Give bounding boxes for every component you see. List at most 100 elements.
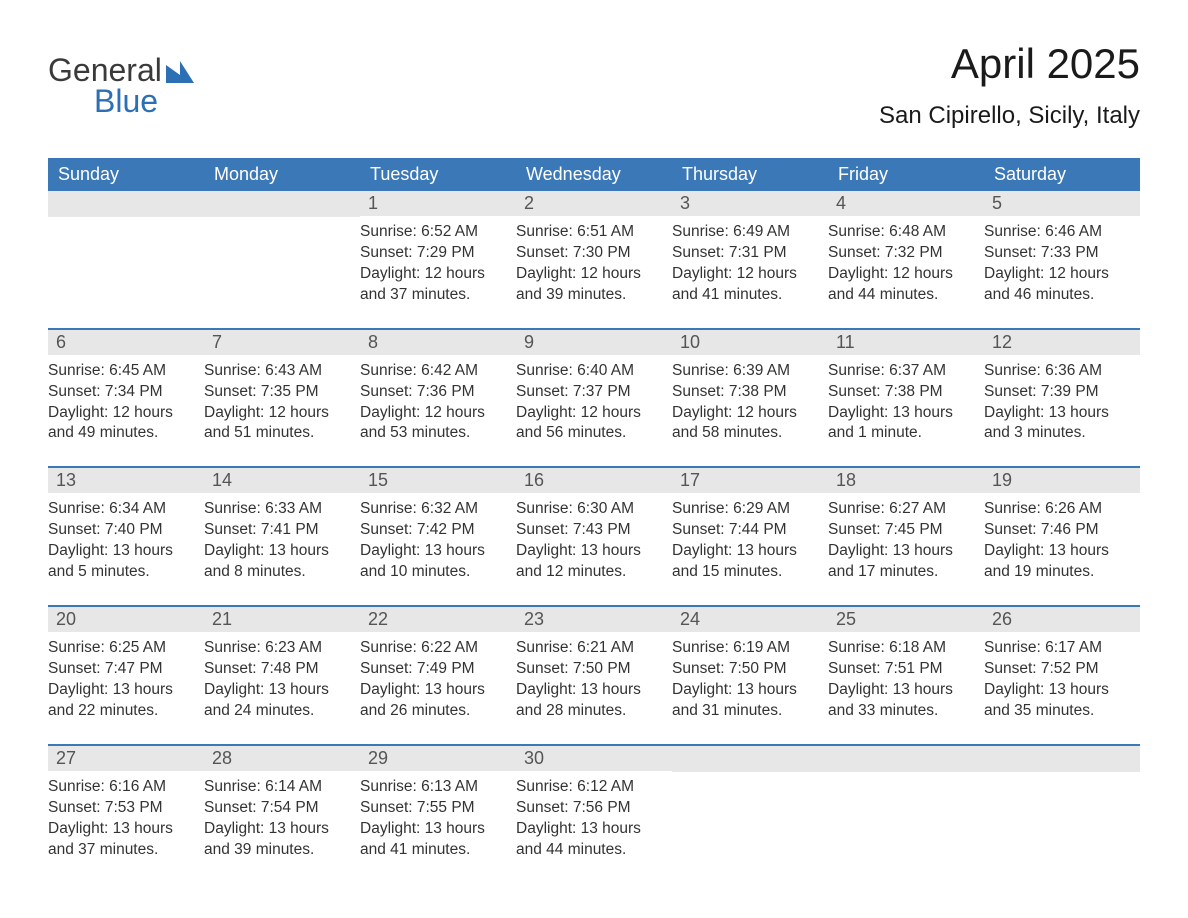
sunrise-line: Sunrise: 6:16 AM — [48, 777, 196, 798]
flag-icon — [166, 61, 194, 83]
daylight-line-2: and 19 minutes. — [984, 562, 1132, 583]
dow-cell: Saturday — [984, 158, 1140, 191]
day-details: Sunrise: 6:30 AMSunset: 7:43 PMDaylight:… — [516, 493, 672, 583]
day-number: 17 — [672, 468, 828, 493]
day-number: 1 — [360, 191, 516, 216]
day-number: 13 — [48, 468, 204, 493]
sunset-line: Sunset: 7:34 PM — [48, 382, 196, 403]
day-details: Sunrise: 6:51 AMSunset: 7:30 PMDaylight:… — [516, 216, 672, 306]
day-cell: 18Sunrise: 6:27 AMSunset: 7:45 PMDayligh… — [828, 468, 984, 583]
sunset-line: Sunset: 7:53 PM — [48, 798, 196, 819]
day-details: Sunrise: 6:29 AMSunset: 7:44 PMDaylight:… — [672, 493, 828, 583]
sunset-line: Sunset: 7:54 PM — [204, 798, 352, 819]
daylight-line-2: and 46 minutes. — [984, 285, 1132, 306]
daylight-line-1: Daylight: 13 hours — [360, 819, 508, 840]
sunrise-line: Sunrise: 6:40 AM — [516, 361, 664, 382]
dow-cell: Friday — [828, 158, 984, 191]
daylight-line-1: Daylight: 13 hours — [828, 403, 976, 424]
day-number: 4 — [828, 191, 984, 216]
day-cell — [828, 746, 984, 861]
day-number: 9 — [516, 330, 672, 355]
dow-header: SundayMondayTuesdayWednesdayThursdayFrid… — [48, 158, 1140, 191]
day-cell: 10Sunrise: 6:39 AMSunset: 7:38 PMDayligh… — [672, 330, 828, 445]
day-cell: 2Sunrise: 6:51 AMSunset: 7:30 PMDaylight… — [516, 191, 672, 306]
day-number: 5 — [984, 191, 1140, 216]
day-cell: 14Sunrise: 6:33 AMSunset: 7:41 PMDayligh… — [204, 468, 360, 583]
sunset-line: Sunset: 7:46 PM — [984, 520, 1132, 541]
day-cell: 30Sunrise: 6:12 AMSunset: 7:56 PMDayligh… — [516, 746, 672, 861]
sunrise-line: Sunrise: 6:51 AM — [516, 222, 664, 243]
sunset-line: Sunset: 7:49 PM — [360, 659, 508, 680]
day-cell: 8Sunrise: 6:42 AMSunset: 7:36 PMDaylight… — [360, 330, 516, 445]
daylight-line-2: and 41 minutes. — [672, 285, 820, 306]
sunset-line: Sunset: 7:39 PM — [984, 382, 1132, 403]
sunrise-line: Sunrise: 6:23 AM — [204, 638, 352, 659]
day-cell: 12Sunrise: 6:36 AMSunset: 7:39 PMDayligh… — [984, 330, 1140, 445]
day-number: 26 — [984, 607, 1140, 632]
sunset-line: Sunset: 7:45 PM — [828, 520, 976, 541]
day-cell: 9Sunrise: 6:40 AMSunset: 7:37 PMDaylight… — [516, 330, 672, 445]
day-details: Sunrise: 6:42 AMSunset: 7:36 PMDaylight:… — [360, 355, 516, 445]
sunset-line: Sunset: 7:29 PM — [360, 243, 508, 264]
daylight-line-2: and 22 minutes. — [48, 701, 196, 722]
day-number: 28 — [204, 746, 360, 771]
daylight-line-2: and 35 minutes. — [984, 701, 1132, 722]
day-number: 12 — [984, 330, 1140, 355]
day-number: 21 — [204, 607, 360, 632]
day-number: 23 — [516, 607, 672, 632]
sunrise-line: Sunrise: 6:42 AM — [360, 361, 508, 382]
daylight-line-2: and 31 minutes. — [672, 701, 820, 722]
day-details: Sunrise: 6:39 AMSunset: 7:38 PMDaylight:… — [672, 355, 828, 445]
sunset-line: Sunset: 7:50 PM — [672, 659, 820, 680]
daylight-line-1: Daylight: 12 hours — [672, 264, 820, 285]
sunset-line: Sunset: 7:43 PM — [516, 520, 664, 541]
day-number: 3 — [672, 191, 828, 216]
daylight-line-2: and 5 minutes. — [48, 562, 196, 583]
daylight-line-1: Daylight: 12 hours — [984, 264, 1132, 285]
daylight-line-1: Daylight: 13 hours — [984, 680, 1132, 701]
logo: General Blue — [48, 40, 194, 120]
daylight-line-1: Daylight: 13 hours — [48, 680, 196, 701]
daylight-line-2: and 26 minutes. — [360, 701, 508, 722]
day-details: Sunrise: 6:48 AMSunset: 7:32 PMDaylight:… — [828, 216, 984, 306]
daylight-line-1: Daylight: 12 hours — [360, 403, 508, 424]
day-cell: 3Sunrise: 6:49 AMSunset: 7:31 PMDaylight… — [672, 191, 828, 306]
week-row: 20Sunrise: 6:25 AMSunset: 7:47 PMDayligh… — [48, 605, 1140, 722]
daylight-line-1: Daylight: 13 hours — [672, 680, 820, 701]
sunset-line: Sunset: 7:40 PM — [48, 520, 196, 541]
day-cell — [672, 746, 828, 861]
daylight-line-1: Daylight: 12 hours — [204, 403, 352, 424]
sunset-line: Sunset: 7:36 PM — [360, 382, 508, 403]
day-cell: 5Sunrise: 6:46 AMSunset: 7:33 PMDaylight… — [984, 191, 1140, 306]
daylight-line-2: and 44 minutes. — [828, 285, 976, 306]
sunset-line: Sunset: 7:47 PM — [48, 659, 196, 680]
sunset-line: Sunset: 7:50 PM — [516, 659, 664, 680]
day-details: Sunrise: 6:52 AMSunset: 7:29 PMDaylight:… — [360, 216, 516, 306]
daylight-line-1: Daylight: 12 hours — [672, 403, 820, 424]
sunrise-line: Sunrise: 6:13 AM — [360, 777, 508, 798]
sunrise-line: Sunrise: 6:45 AM — [48, 361, 196, 382]
sunrise-line: Sunrise: 6:22 AM — [360, 638, 508, 659]
daylight-line-2: and 44 minutes. — [516, 840, 664, 861]
sunrise-line: Sunrise: 6:19 AM — [672, 638, 820, 659]
day-cell: 19Sunrise: 6:26 AMSunset: 7:46 PMDayligh… — [984, 468, 1140, 583]
sunrise-line: Sunrise: 6:48 AM — [828, 222, 976, 243]
sunset-line: Sunset: 7:35 PM — [204, 382, 352, 403]
sunrise-line: Sunrise: 6:36 AM — [984, 361, 1132, 382]
sunset-line: Sunset: 7:38 PM — [672, 382, 820, 403]
daylight-line-1: Daylight: 13 hours — [828, 541, 976, 562]
daylight-line-2: and 28 minutes. — [516, 701, 664, 722]
daylight-line-1: Daylight: 13 hours — [516, 819, 664, 840]
sunrise-line: Sunrise: 6:43 AM — [204, 361, 352, 382]
dow-cell: Monday — [204, 158, 360, 191]
day-cell: 27Sunrise: 6:16 AMSunset: 7:53 PMDayligh… — [48, 746, 204, 861]
daylight-line-2: and 53 minutes. — [360, 423, 508, 444]
day-details: Sunrise: 6:46 AMSunset: 7:33 PMDaylight:… — [984, 216, 1140, 306]
daylight-line-1: Daylight: 12 hours — [828, 264, 976, 285]
day-details: Sunrise: 6:37 AMSunset: 7:38 PMDaylight:… — [828, 355, 984, 445]
day-cell: 25Sunrise: 6:18 AMSunset: 7:51 PMDayligh… — [828, 607, 984, 722]
week-row: 6Sunrise: 6:45 AMSunset: 7:34 PMDaylight… — [48, 328, 1140, 445]
day-details: Sunrise: 6:12 AMSunset: 7:56 PMDaylight:… — [516, 771, 672, 861]
day-number: 27 — [48, 746, 204, 771]
day-cell: 22Sunrise: 6:22 AMSunset: 7:49 PMDayligh… — [360, 607, 516, 722]
